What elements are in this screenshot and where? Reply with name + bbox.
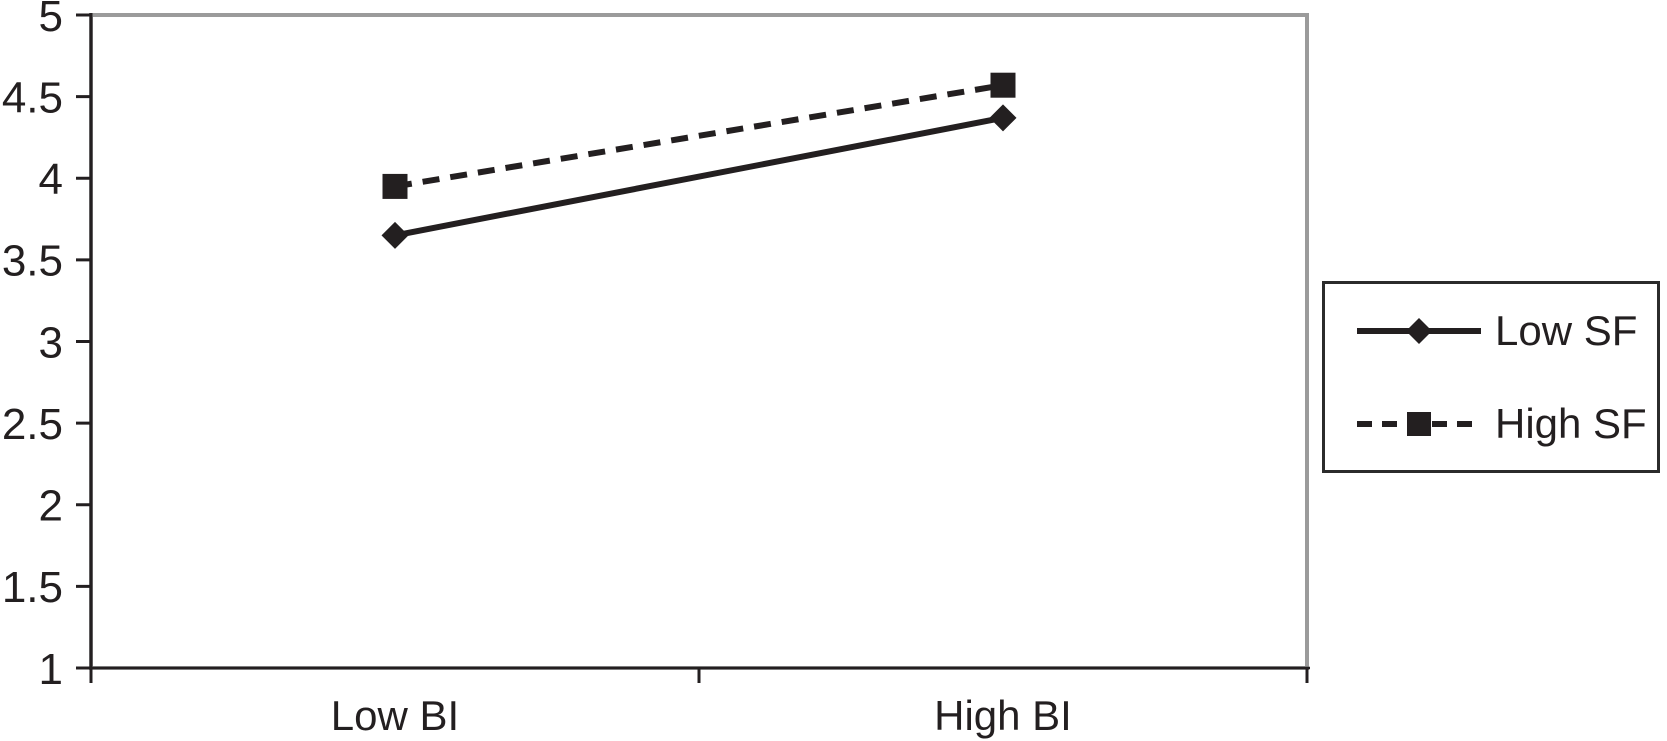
- legend-line-square-icon: [1357, 411, 1481, 436]
- legend-marker-square: [1407, 411, 1431, 436]
- category-label-low-bi: Low BI: [331, 692, 459, 739]
- legend-label-low-sf: Low SF: [1495, 306, 1638, 354]
- legend-line-diamond-icon: [1357, 317, 1481, 344]
- legend: Low SF High SF: [1322, 281, 1660, 473]
- y-tick-label: 3: [39, 318, 63, 367]
- series-marker-square-high-sf: [382, 173, 408, 199]
- legend-entry-high-sf: High SF: [1325, 399, 1657, 447]
- y-tick-label: 5: [39, 0, 63, 41]
- legend-label-high-sf: High SF: [1495, 399, 1647, 447]
- y-tick-label: 4: [39, 155, 63, 204]
- series-line-low-sf: [394, 114, 1004, 239]
- plot-border: [89, 13, 1309, 670]
- legend-entry-low-sf: Low SF: [1325, 306, 1657, 354]
- y-tick-label: 1: [39, 645, 63, 694]
- y-tick-label: 1.5: [2, 563, 63, 612]
- series-marker-diamond-low-sf: [989, 104, 1017, 132]
- series-marker-square-high-sf: [990, 72, 1016, 98]
- y-tick-label: 2: [39, 482, 63, 531]
- y-tick-label: 4.5: [2, 73, 63, 122]
- y-tick-label: 2.5: [2, 400, 63, 449]
- category-label-high-bi: High BI: [934, 692, 1072, 739]
- legend-marker-diamond: [1406, 317, 1432, 344]
- series-marker-diamond-low-sf: [381, 221, 409, 249]
- y-tick-label: 3.5: [2, 237, 63, 286]
- series-line-high-sf: [394, 82, 1004, 190]
